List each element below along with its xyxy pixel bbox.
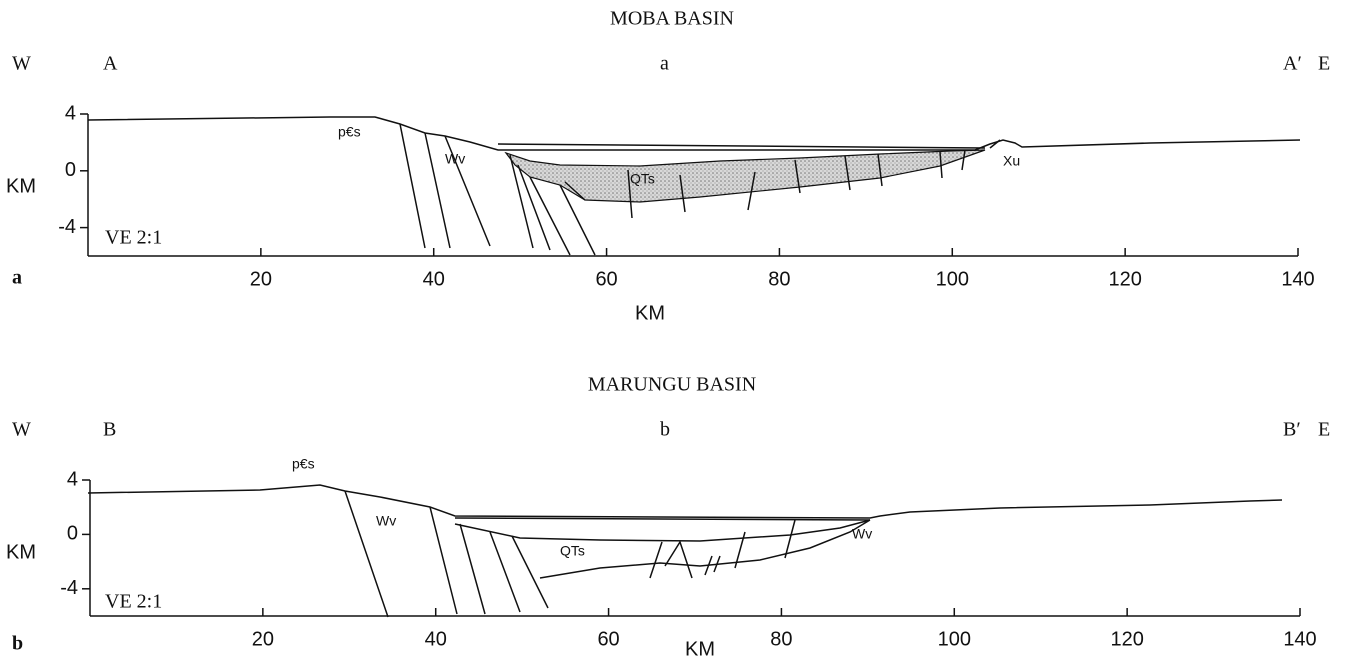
unit-label: p€s — [292, 456, 315, 472]
y-axis-label: KM — [6, 541, 36, 563]
y-tick-label: -4 — [60, 577, 78, 599]
panel-letter: b — [12, 633, 23, 655]
x-tick-label: 40 — [425, 628, 447, 650]
direction-label: W — [12, 419, 31, 441]
panel-title: MARUNGU BASIN — [588, 374, 756, 396]
x-tick-label: 40 — [423, 268, 445, 290]
x-tick-label: 60 — [595, 268, 617, 290]
direction-label: W — [12, 53, 31, 75]
x-tick-label: 20 — [250, 268, 272, 290]
x-tick-label: 140 — [1281, 268, 1314, 290]
y-tick-label: 4 — [67, 468, 78, 490]
x-tick-label: 60 — [597, 628, 619, 650]
y-tick-label: -4 — [58, 216, 76, 238]
x-tick-label: 120 — [1110, 628, 1143, 650]
unit-label: Wv — [852, 526, 872, 542]
panel-title: MOBA BASIN — [610, 8, 734, 30]
section-start: A — [103, 53, 118, 75]
basin-boundary — [454, 519, 871, 579]
section-end: B′ — [1283, 419, 1301, 441]
x-tick-label: 120 — [1108, 268, 1141, 290]
section-start: B — [103, 419, 116, 441]
panel-b: MARUNGU BASIN W B b B′ E KM KM VE 2:1 b … — [6, 374, 1330, 661]
panel-letter: a — [12, 267, 22, 289]
x-axis-label: KM — [685, 638, 715, 660]
direction-label: E — [1318, 53, 1330, 75]
x-tick-label: 80 — [770, 628, 792, 650]
y-tick-label: 0 — [65, 159, 76, 181]
unit-label: QTs — [560, 543, 585, 559]
fault-lines — [344, 490, 796, 618]
y-tick-label: 4 — [65, 102, 76, 124]
unit-label: p€s — [338, 124, 361, 140]
lake-level — [454, 517, 871, 521]
section-label: b — [660, 419, 670, 441]
x-tick-label: 80 — [768, 268, 790, 290]
panel-a: MOBA BASIN W A a A′ E KM KM VE 2:1 a p€s… — [6, 8, 1330, 325]
x-axis-label: KM — [635, 302, 665, 324]
scale-note: VE 2:1 — [105, 227, 162, 249]
unit-label: Xu — [1003, 153, 1020, 169]
section-end: A′ — [1283, 53, 1302, 75]
fault-lines — [399, 123, 1001, 256]
y-axis-label: KM — [6, 175, 36, 197]
x-tick-label: 100 — [936, 268, 969, 290]
surface-profile — [87, 116, 1301, 151]
lake-level — [497, 143, 986, 149]
unit-label: QTs — [630, 171, 655, 187]
y-tick-label: 0 — [67, 523, 78, 545]
unit-label: Wv — [445, 151, 465, 167]
unit-label: Wv — [376, 513, 396, 529]
direction-label: E — [1318, 419, 1330, 441]
section-label: a — [660, 53, 669, 75]
scale-note: VE 2:1 — [105, 591, 162, 613]
x-tick-label: 140 — [1283, 628, 1316, 650]
surface-profile — [87, 484, 1283, 519]
x-tick-label: 20 — [252, 628, 274, 650]
x-tick-label: 100 — [938, 628, 971, 650]
